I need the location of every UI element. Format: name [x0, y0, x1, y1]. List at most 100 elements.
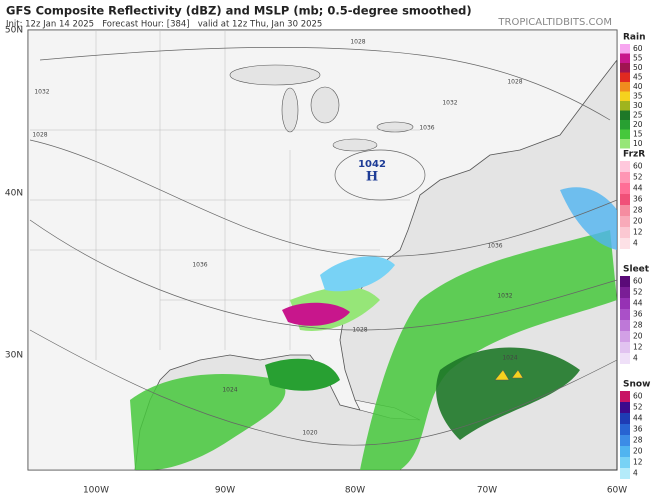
legend-swatch [620, 446, 630, 457]
lat-label: 50N [5, 26, 23, 36]
legend-label: 4 [633, 469, 638, 478]
legend-swatch [620, 82, 630, 92]
legend-swatch [620, 391, 630, 402]
legend-swatch [620, 194, 630, 205]
legend-label: 20 [633, 332, 643, 341]
precipitation [130, 187, 617, 470]
rain-area [130, 374, 286, 470]
great-lakes [229, 64, 414, 152]
isobar [29, 139, 618, 257]
legend-swatch [620, 298, 630, 309]
isobar [29, 329, 618, 446]
legend-label: 4 [633, 239, 638, 248]
legend-label: 12 [633, 228, 643, 237]
legend-label: 60 [633, 277, 643, 286]
lon-label: 80W [345, 486, 365, 496]
snow-area [560, 187, 617, 250]
legend-swatch [620, 424, 630, 435]
legend-label: 20 [633, 217, 643, 226]
snow-area [320, 256, 395, 292]
legend-swatch [620, 342, 630, 353]
rain-area [436, 347, 580, 440]
rain-area [265, 358, 340, 391]
legend-label: 52 [633, 288, 643, 297]
legend-swatch [620, 320, 630, 331]
legend-label: 55 [633, 53, 643, 62]
legend-label: 4 [633, 354, 638, 363]
isobar [334, 149, 426, 201]
lake [281, 87, 299, 133]
legend-label: 35 [633, 91, 643, 100]
lat-label: 40N [5, 189, 23, 199]
legend-swatch [620, 161, 630, 172]
isobar-label: 1028 [350, 39, 365, 46]
legend-label: 20 [633, 120, 643, 129]
lon-label: 100W [83, 486, 109, 496]
lat-label: 30N [5, 351, 23, 361]
legend-label: 44 [633, 184, 643, 193]
legend-swatch [620, 227, 630, 238]
isobar-label: 1036 [487, 243, 502, 250]
legend-label: 30 [633, 101, 643, 110]
legend-swatch [620, 63, 630, 73]
rain-area [360, 230, 617, 470]
legend-swatch [620, 468, 630, 479]
legend-label: 45 [633, 72, 643, 81]
watermark: TROPICALTIDBITS.COM [497, 17, 612, 28]
legend-swatch [620, 129, 630, 139]
legend-label: 20 [633, 447, 643, 456]
legend-label: 36 [633, 310, 643, 319]
legend-label: 44 [633, 299, 643, 308]
map-labels: 50N 40N 30N 100W 90W 80W 70W 60W 1028 1032 1028 103… [5, 26, 627, 496]
legend-swatch [620, 309, 630, 320]
legend-swatch [620, 331, 630, 342]
lake [229, 64, 321, 86]
isobar-label: 1028 [32, 132, 47, 139]
lon-label: 60W [607, 486, 627, 496]
legend: Rain6055504540353025201510FrzR6052443628… [620, 33, 650, 479]
high-pressure-letter: H [366, 170, 378, 185]
legend-swatch [620, 101, 630, 111]
legend-title: Rain [623, 33, 646, 43]
isobar-label: 1028 [507, 79, 522, 86]
legend-swatch [620, 402, 630, 413]
high-pressure-value: 1042 [358, 159, 386, 170]
lake [332, 138, 378, 152]
isobar-label: 1036 [192, 262, 207, 269]
legend-label: 52 [633, 403, 643, 412]
legend-swatch [620, 276, 630, 287]
heavy-rain-core [494, 369, 524, 381]
legend-label: 28 [633, 436, 643, 445]
legend-swatch [620, 72, 630, 82]
isobar [39, 47, 611, 121]
isobar-label: 1032 [442, 100, 457, 107]
legend-swatch [620, 120, 630, 130]
isobar-label: 1024 [222, 387, 237, 394]
lon-label: 70W [477, 486, 497, 496]
legend-swatch [620, 91, 630, 101]
legend-label: 25 [633, 110, 643, 119]
legend-label: 52 [633, 173, 643, 182]
lon-label: 90W [215, 486, 235, 496]
legend-swatch [620, 205, 630, 216]
isobar-label: 1020 [302, 430, 317, 437]
legend-swatch [620, 413, 630, 424]
legend-label: 44 [633, 414, 643, 423]
lake [310, 86, 340, 124]
legend-label: 36 [633, 195, 643, 204]
legend-swatch [620, 110, 630, 120]
isobar-label: 1032 [34, 89, 49, 96]
isobar-label: 1032 [497, 293, 512, 300]
ice-area [282, 302, 350, 326]
lake [376, 121, 414, 133]
isobar-label: 1028 [352, 327, 367, 334]
legend-label: 60 [633, 392, 643, 401]
legend-label: 28 [633, 321, 643, 330]
legend-label: 12 [633, 458, 643, 467]
map [27, 29, 618, 471]
title: GFS Composite Reflectivity (dBZ) and MSL… [6, 4, 472, 18]
legend-swatch [620, 238, 630, 249]
legend-swatch [620, 216, 630, 227]
legend-swatch [620, 287, 630, 298]
